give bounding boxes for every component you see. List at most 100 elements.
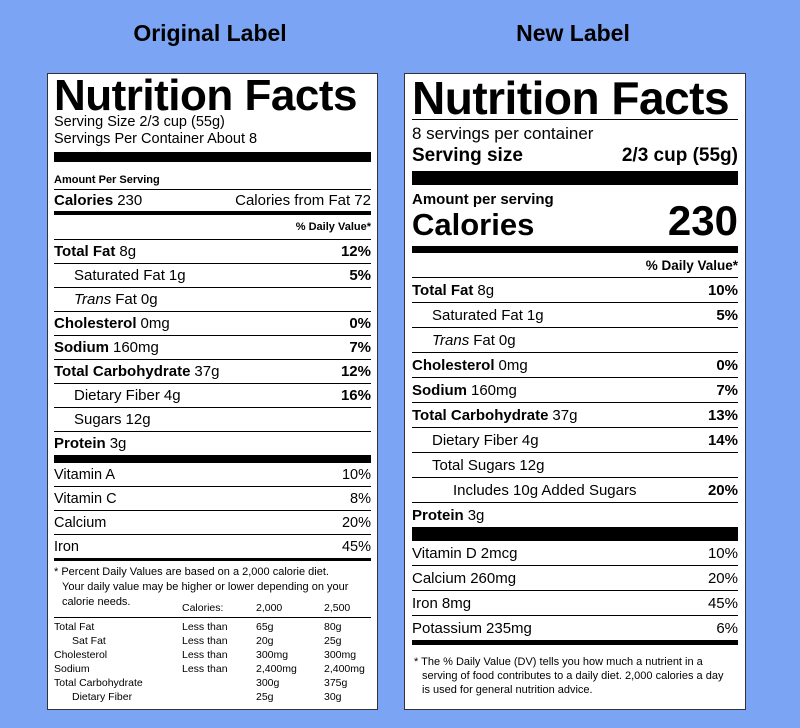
daily-value: 0% — [349, 315, 371, 332]
text: 37g — [194, 363, 220, 380]
text: 160mg — [471, 381, 517, 399]
rule — [54, 152, 371, 162]
nutrient-row: Total Sugars 12g — [412, 453, 738, 478]
text: Potassium — [412, 619, 483, 637]
table-cell: Less than — [182, 621, 228, 633]
text: Serving size — [412, 145, 523, 166]
text: 4g — [163, 387, 181, 404]
nutrient-row: Total Fat 8g 10% — [412, 278, 738, 303]
text: 4g — [521, 431, 539, 449]
text: 300mg — [324, 649, 357, 661]
text: 0mg — [140, 315, 170, 332]
text: 0g — [498, 331, 516, 349]
text: Saturated Fat — [74, 267, 165, 284]
nutrient-row: Dietary Fiber 4g 14% — [412, 428, 738, 453]
table-cell — [182, 690, 256, 704]
text: 1g — [168, 267, 186, 284]
text: Includes 10g Added Sugars — [453, 481, 637, 499]
text: 8g — [477, 281, 495, 299]
text: 160mg — [113, 339, 159, 356]
footnote-table: Calories: 2,000 2,500 Total Fat Less than 65… — [54, 601, 371, 704]
nutrient-row: Total Fat 8g 12% — [54, 240, 371, 264]
title: Nutrition Facts — [54, 73, 357, 120]
text: Fat — [115, 291, 137, 308]
daily-value: 20% — [341, 514, 371, 531]
daily-value: 14% — [707, 431, 738, 449]
daily-value: 20% — [707, 569, 738, 587]
table-row: Cholesterol Less than 300mg 300mg — [54, 648, 371, 662]
text: 30g — [324, 691, 342, 703]
text: Iron — [412, 594, 438, 612]
daily-value: 7% — [349, 339, 371, 356]
table-cell: 300mg — [256, 649, 289, 661]
text: 12g — [519, 456, 545, 474]
servings: Servings Per Container About 8 — [54, 131, 258, 147]
text: 2,400mg — [324, 663, 365, 675]
nutrient-name: Total Carbohydrate — [412, 406, 549, 424]
nutrient-row: Dietary Fiber 4g 16% — [54, 384, 371, 408]
heading: Original Label — [133, 20, 287, 46]
table-row: Total Fat Less than 65g 80g — [54, 620, 371, 634]
nutrient-name: Cholesterol — [54, 315, 137, 332]
amount-per-serving: Amount per serving — [412, 191, 554, 208]
italic-text: Trans — [432, 331, 470, 349]
text: 3g — [109, 435, 127, 452]
daily-value: 6% — [716, 619, 738, 637]
daily-value: 16% — [340, 387, 371, 404]
daily-value: 7% — [716, 381, 738, 399]
text: 0g — [140, 291, 158, 308]
nutrient-name: Protein — [412, 506, 464, 524]
nutrient-row: Calcium 260mg 20% — [412, 566, 738, 591]
table-cell — [182, 676, 256, 690]
nutrient-row: Iron 45% — [54, 535, 371, 561]
serving-size: Serving size 2/3 cup (55g) — [412, 145, 738, 167]
calories-label: Calories — [412, 207, 535, 242]
dv-header: % Daily Value* — [54, 215, 371, 240]
table-row: Sat Fat Less than 20g 25g — [54, 634, 371, 648]
text: 8mg — [441, 594, 472, 612]
text: 260mg — [470, 569, 517, 587]
daily-value: 5% — [716, 306, 738, 324]
nutrient-row: Includes 10g Added Sugars 20% — [412, 478, 738, 503]
text: 230 — [117, 192, 143, 209]
text: % Daily Value* — [295, 221, 371, 233]
text: 80g — [324, 621, 342, 633]
nutrient-name: Protein — [54, 435, 106, 452]
table-cell: Cholesterol — [54, 649, 108, 661]
nutrient-row: Protein 3g — [54, 432, 371, 455]
table-cell: 2,400mg — [256, 663, 297, 675]
text: 25g — [324, 635, 342, 647]
daily-value: 45% — [707, 594, 738, 612]
text: Iron — [54, 538, 79, 555]
nutrient-row: Vitamin D 2mcg 10% — [412, 541, 738, 566]
text: Sugars — [74, 411, 122, 428]
text: 8g — [119, 243, 137, 260]
table-cell: Sat Fat — [72, 635, 106, 647]
table-cell: Sodium — [54, 663, 90, 675]
daily-value: 10% — [341, 466, 371, 483]
daily-value: 10% — [707, 281, 738, 299]
nutrient-name: Sodium — [412, 381, 467, 399]
nutrient-row: Vitamin C 8% — [54, 487, 371, 511]
nutrient-name: Cholesterol — [412, 356, 495, 374]
nutrient-row: Total Carbohydrate 37g 13% — [412, 403, 738, 428]
servings: 8 servings per container — [412, 124, 594, 143]
table-cell: Calories: — [182, 602, 224, 614]
nutrient-row: Calcium 20% — [54, 511, 371, 535]
nutrient-name: Total Fat — [412, 281, 474, 299]
text: Fat — [473, 331, 495, 349]
daily-value: 10% — [707, 544, 738, 562]
dv-header: % Daily Value* — [412, 253, 738, 278]
nutrient-name: Calories — [54, 192, 114, 209]
table-row: Sodium Less than 2,400mg 2,400mg — [54, 662, 371, 676]
text: Total Sugars — [432, 456, 516, 474]
amount-per-serving: Amount Per Serving — [54, 162, 371, 190]
calories-block: Amount per serving Calories 230 — [412, 185, 738, 246]
text: 12g — [125, 411, 151, 428]
rule — [412, 171, 738, 185]
daily-value: 5% — [349, 267, 371, 284]
nutrient-row: Saturated Fat 1g 5% — [412, 303, 738, 328]
nutrient-row: Trans Fat 0g — [412, 328, 738, 353]
table-cell: Dietary Fiber — [72, 691, 133, 703]
